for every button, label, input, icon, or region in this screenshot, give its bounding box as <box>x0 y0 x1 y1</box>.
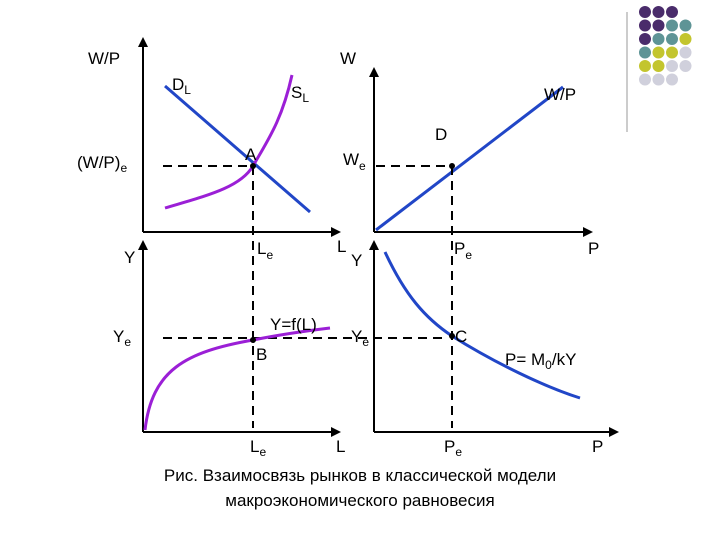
production-function-curve <box>143 326 331 431</box>
figure-caption-line-1: Рис. Взаимосвязь рынков в классической м… <box>163 466 557 485</box>
decorative-dot <box>679 60 692 72</box>
quantity-equation-label: P= M0/kY <box>505 350 576 372</box>
production-y-axis-label: Y <box>124 248 135 267</box>
decorative-squares <box>639 6 692 86</box>
decorative-dot <box>639 19 651 32</box>
decorative-dot <box>679 19 692 32</box>
point-c-dot <box>449 333 455 339</box>
point-d-dot <box>449 163 455 169</box>
decorative-dot <box>652 73 665 86</box>
supply-label: SL <box>291 83 309 105</box>
decorative-dot <box>652 33 665 45</box>
decorative-dot <box>666 19 678 32</box>
point-b-label: B <box>256 345 267 364</box>
money-ye-label: Ye <box>351 327 369 349</box>
decorative-dot <box>666 60 678 72</box>
decorative-dot <box>639 73 651 86</box>
point-d-label: D <box>435 125 447 144</box>
point-a-label: A <box>245 145 257 164</box>
wage-eq-label: (W/P)e <box>77 153 127 175</box>
labor-x-axis-label: L <box>337 237 346 256</box>
decorative-dot <box>679 33 692 45</box>
decorative-dot <box>652 19 665 32</box>
money-x-axis-label: P <box>592 437 603 456</box>
wage-y-axis-label: W <box>340 49 356 68</box>
nominal-wage-quadrant: W W/P D We Pe P <box>340 49 599 428</box>
wage-x-axis-label: P <box>588 239 599 258</box>
decorative-dot <box>639 6 651 18</box>
we-label: We <box>343 150 366 173</box>
money-pe-label: Pe <box>444 437 462 459</box>
decorative-dot <box>652 60 665 72</box>
decorative-dot <box>639 46 651 59</box>
decorative-dot <box>679 46 692 59</box>
decorative-dot <box>666 33 678 45</box>
decorative-dot <box>652 6 665 18</box>
decorative-dot <box>652 46 665 59</box>
demand-label: DL <box>172 75 191 97</box>
figure-caption-line-2: макроэкономического равновесия <box>225 491 495 510</box>
point-c-label: C <box>455 327 467 346</box>
labor-demand-curve <box>164 84 311 214</box>
labor-le-label: Le <box>257 239 273 262</box>
wp-line-label: W/P <box>544 85 576 104</box>
decorative-dot <box>639 60 651 72</box>
decorative-dot <box>666 73 678 86</box>
decorative-dot <box>666 46 678 59</box>
quantity-theory-curve <box>383 251 581 400</box>
decorative-dot <box>666 6 678 18</box>
production-quadrant: Y Y=f(L) B Ye Le L <box>113 166 445 459</box>
money-y-axis-label: Y <box>351 251 362 270</box>
wage-pe-label: Pe <box>454 239 472 262</box>
point-b-dot <box>250 337 256 343</box>
ye-label: Ye <box>113 327 131 349</box>
decorative-dot <box>639 33 651 45</box>
production-le-label: Le <box>250 437 266 459</box>
production-function-label: Y=f(L) <box>270 315 317 334</box>
wp-line <box>375 85 564 232</box>
money-market-quadrant: Y Ye C P= M0/kY Pe P <box>351 240 619 459</box>
labor-market-quadrant: W/P DL SL A (W/P)e Le L <box>77 37 346 262</box>
production-x-axis-label: L <box>336 437 345 456</box>
labor-y-axis-label: W/P <box>88 49 120 68</box>
